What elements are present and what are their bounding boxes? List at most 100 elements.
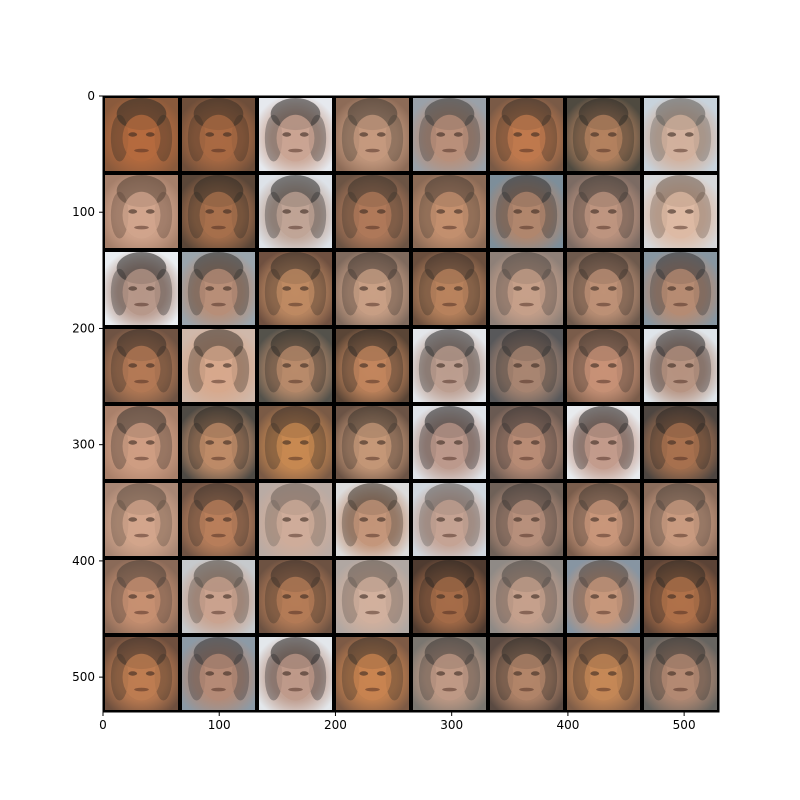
tile-face (430, 191, 469, 239)
tile-mouth (673, 533, 688, 538)
tile-eye-right (453, 363, 463, 368)
tile-mouth (596, 533, 611, 538)
tile-eye-left (513, 132, 523, 137)
tile-eye-right (376, 209, 386, 214)
plot-area (103, 96, 719, 712)
image-tile (336, 175, 409, 248)
image-tile (182, 560, 255, 633)
tile-eye-left (590, 671, 600, 676)
tile-eye-left (282, 363, 292, 368)
tile-face (122, 191, 161, 239)
tile-eye-right (299, 209, 309, 214)
tile-eye-right (530, 594, 540, 599)
tile-face (584, 191, 623, 239)
tile-eye-right (222, 209, 232, 214)
tile-hair-left (495, 499, 514, 547)
tile-hair-left (341, 422, 360, 470)
tile-mouth (673, 687, 688, 692)
image-tile (259, 560, 332, 633)
tile-eye-right (376, 517, 386, 522)
image-tile (490, 252, 563, 325)
tile-eye-right (684, 209, 694, 214)
tile-mouth (288, 379, 303, 384)
tile-eye-left (436, 132, 446, 137)
tile-eye-left (590, 132, 600, 137)
image-tile (490, 483, 563, 556)
image-tile (490, 406, 563, 479)
tile-hair-left (264, 345, 283, 393)
tile-mouth (134, 687, 149, 692)
tile-mouth (365, 302, 380, 307)
tile-face (353, 191, 392, 239)
image-tile (490, 175, 563, 248)
tile-eye-left (436, 286, 446, 291)
tile-hair-left (649, 653, 668, 701)
tile-face (661, 114, 700, 162)
tile-hair-right (693, 499, 712, 547)
tile-hair-right (385, 653, 404, 701)
image-tile (105, 637, 178, 710)
tile-eye-left (590, 209, 600, 214)
tile-eye-left (282, 286, 292, 291)
tile-hair-right (616, 114, 635, 162)
tile-hair-right (539, 268, 558, 316)
tile-mouth (673, 610, 688, 615)
tile-mouth (596, 379, 611, 384)
tile-hair-right (154, 653, 173, 701)
tile-hair-left (187, 268, 206, 316)
tile-face (430, 268, 469, 316)
tile-eye-left (667, 440, 677, 445)
tile-hair-right (616, 422, 635, 470)
tile-eye-right (607, 363, 617, 368)
y-tick-label: 500 (72, 670, 95, 684)
tile-hair-right (693, 576, 712, 624)
image-tile (336, 637, 409, 710)
image-tile (490, 560, 563, 633)
tile-face (584, 653, 623, 701)
tile-hair-left (187, 576, 206, 624)
image-tile (182, 483, 255, 556)
tile-eye-left (359, 594, 369, 599)
tile-hair-left (264, 191, 283, 239)
tile-mouth (134, 379, 149, 384)
tile-face (353, 268, 392, 316)
tile-eye-left (282, 209, 292, 214)
tile-face (199, 191, 238, 239)
tile-eye-left (282, 440, 292, 445)
tile-eye-right (299, 440, 309, 445)
image-tile (413, 98, 486, 171)
tile-eye-right (299, 286, 309, 291)
tile-face (507, 345, 546, 393)
image-tile (490, 329, 563, 402)
tile-hair-right (308, 345, 327, 393)
tile-mouth (211, 533, 226, 538)
tile-mouth (211, 302, 226, 307)
tile-mouth (442, 533, 457, 538)
tile-mouth (673, 302, 688, 307)
tile-hair-right (385, 422, 404, 470)
tile-mouth (519, 456, 534, 461)
tile-eye-right (222, 594, 232, 599)
tile-face (430, 653, 469, 701)
tile-mouth (442, 148, 457, 153)
tile-hair-left (187, 422, 206, 470)
image-tile (259, 98, 332, 171)
tile-hair-left (649, 499, 668, 547)
tile-eye-right (607, 671, 617, 676)
image-tile (644, 98, 717, 171)
tile-face (661, 576, 700, 624)
axes-frame (102, 95, 720, 713)
tile-hair-left (572, 191, 591, 239)
tile-eye-left (128, 671, 138, 676)
image-tile (644, 175, 717, 248)
tile-eye-left (282, 517, 292, 522)
tile-hair-left (418, 422, 437, 470)
tile-hair-left (418, 653, 437, 701)
x-tick-label: 0 (99, 718, 107, 732)
tile-face (661, 345, 700, 393)
tile-mouth (442, 456, 457, 461)
tile-eye-right (299, 517, 309, 522)
tile-eye-right (453, 517, 463, 522)
tile-face (507, 422, 546, 470)
tile-hair-right (385, 191, 404, 239)
